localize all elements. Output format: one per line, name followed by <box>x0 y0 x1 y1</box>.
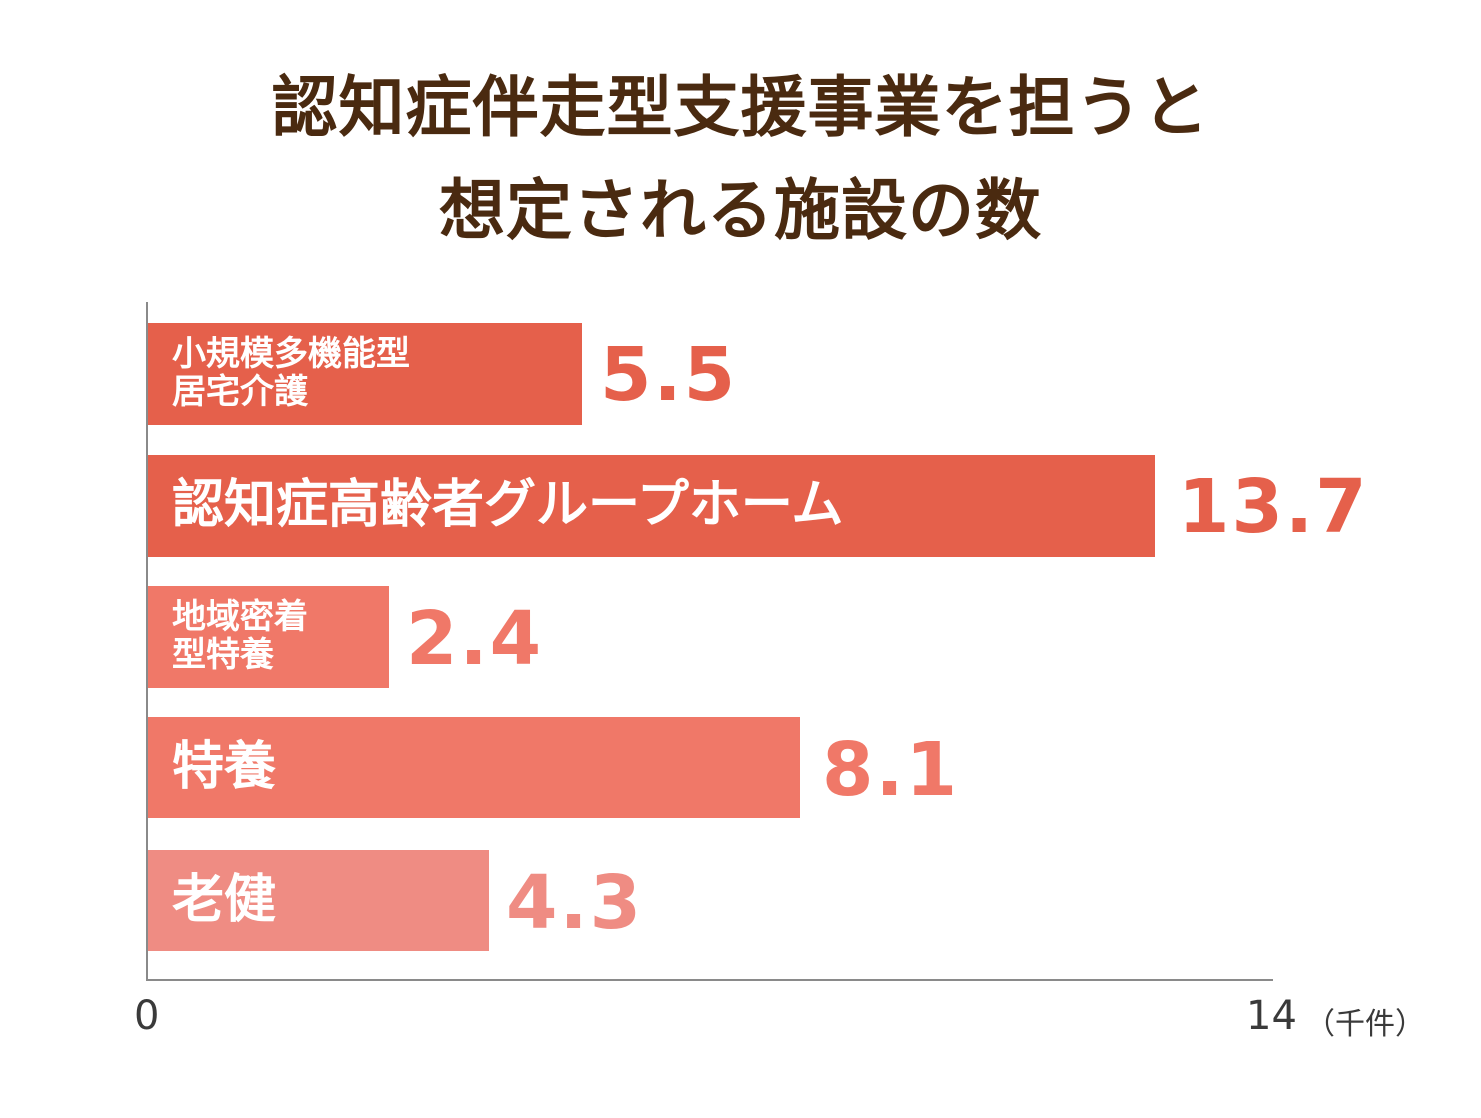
bar-label-line1: 小規模多機能型 <box>172 334 410 374</box>
bar-label: 地域密着 型特養 <box>172 598 308 674</box>
y-axis-line <box>146 302 148 981</box>
x-tick-min: 0 <box>134 993 160 1039</box>
bar-value: 2.4 <box>406 596 544 682</box>
bar-label: 特養 <box>172 737 277 797</box>
bar-shoukibo: 小規模多機能型 居宅介護 <box>148 323 582 425</box>
bar-label-line2: 型特養 <box>172 635 274 675</box>
bar-label-line1: 地域密着 <box>172 597 308 637</box>
x-axis-unit: （千件） <box>1305 1007 1425 1042</box>
bar-value: 8.1 <box>822 727 960 813</box>
chart-title-line1: 認知症伴走型支援事業を担うと <box>271 69 1210 146</box>
x-axis-line <box>146 979 1273 981</box>
bar-label-line2: 居宅介護 <box>172 372 308 412</box>
bar-chiiki-tokuyou: 地域密着 型特養 <box>148 586 389 688</box>
bar-label: 小規模多機能型 居宅介護 <box>172 335 410 411</box>
bar-value: 4.3 <box>506 860 644 946</box>
x-tick-max: 14 <box>1246 993 1297 1039</box>
bar-rouken: 老健 <box>148 850 489 951</box>
bar-value: 13.7 <box>1178 464 1369 550</box>
bar-label: 老健 <box>172 870 277 930</box>
chart-title-line2: 想定される施設の数 <box>439 172 1042 249</box>
bar-grouphome: 認知症高齢者グループホーム <box>148 455 1155 557</box>
bar-tokuyou: 特養 <box>148 717 800 818</box>
bar-label: 認知症高齢者グループホーム <box>172 475 844 535</box>
bar-value: 5.5 <box>600 332 738 418</box>
